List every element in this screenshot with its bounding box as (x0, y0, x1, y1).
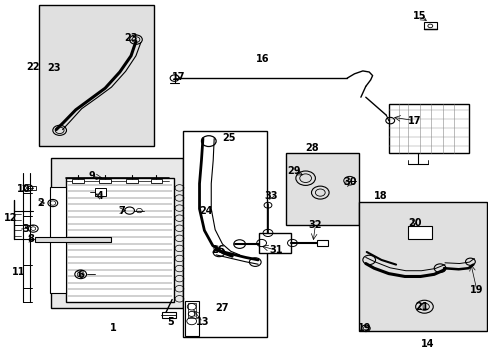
Bar (50, 187, 66, 293)
Text: 20: 20 (407, 218, 421, 228)
Text: 5: 5 (166, 317, 173, 327)
Bar (183, 131, 266, 337)
Bar (424, 22, 436, 29)
Bar (99, 179, 111, 183)
Bar (184, 301, 198, 336)
Text: 28: 28 (305, 143, 318, 153)
Bar (187, 303, 195, 318)
Text: 8: 8 (27, 234, 34, 244)
Text: 13: 13 (196, 317, 209, 327)
Bar (35, 237, 111, 242)
Text: 25: 25 (222, 132, 235, 143)
Text: 24: 24 (199, 206, 213, 216)
Bar (285, 153, 359, 225)
Text: 21: 21 (414, 302, 427, 312)
Text: 18: 18 (373, 191, 386, 201)
Bar (72, 179, 84, 183)
Text: 32: 32 (308, 220, 322, 230)
Text: 14: 14 (420, 339, 434, 349)
Text: 11: 11 (12, 267, 25, 277)
Text: 15: 15 (412, 11, 426, 21)
Bar (407, 226, 431, 239)
Text: 30: 30 (342, 177, 356, 187)
Text: 6: 6 (77, 270, 84, 280)
Bar (51, 158, 183, 308)
Text: 26: 26 (210, 245, 224, 255)
Text: 19: 19 (357, 323, 370, 333)
Bar (39, 5, 154, 146)
Text: 16: 16 (256, 54, 269, 64)
Text: 23: 23 (47, 63, 61, 73)
Bar (316, 240, 327, 246)
Bar (259, 233, 290, 253)
Text: 29: 29 (287, 166, 301, 176)
Text: 10: 10 (17, 184, 30, 194)
Text: 27: 27 (215, 303, 229, 313)
Bar (95, 188, 106, 196)
Text: 3: 3 (22, 224, 29, 234)
Text: 33: 33 (264, 191, 278, 201)
Bar (162, 312, 176, 318)
Text: 17: 17 (407, 116, 421, 126)
Bar (66, 178, 173, 302)
Bar (150, 179, 162, 183)
Text: 9: 9 (88, 171, 95, 181)
Text: 19: 19 (469, 285, 483, 295)
Text: 12: 12 (4, 213, 18, 223)
Text: 17: 17 (171, 72, 185, 82)
Text: 1: 1 (110, 323, 117, 333)
Bar (388, 104, 468, 153)
Bar (28, 186, 36, 190)
Text: 7: 7 (118, 206, 124, 216)
Bar (126, 179, 138, 183)
Text: 23: 23 (124, 33, 138, 43)
Text: 22: 22 (26, 62, 40, 72)
Bar (359, 202, 486, 331)
Text: 2: 2 (37, 198, 44, 208)
Text: 4: 4 (97, 191, 103, 201)
Text: 31: 31 (269, 245, 283, 255)
